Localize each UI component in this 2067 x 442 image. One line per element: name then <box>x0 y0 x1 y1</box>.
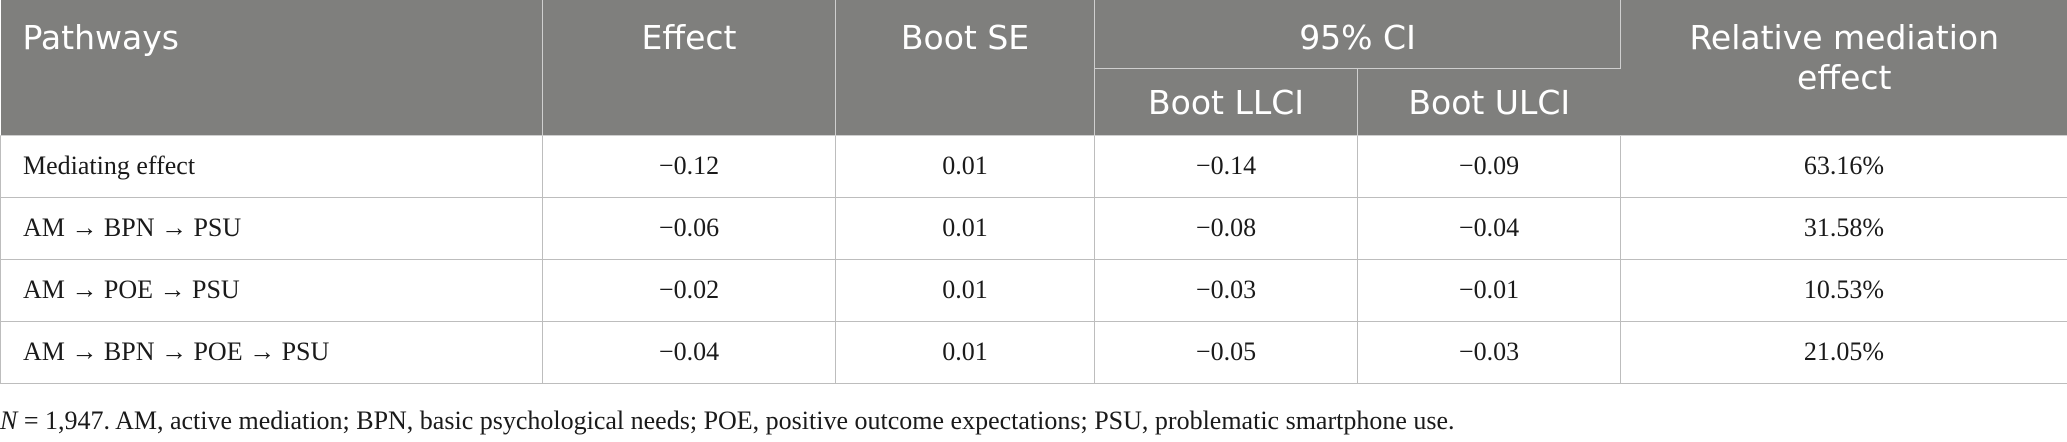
header-boot-ulci: Boot ULCI <box>1357 68 1621 136</box>
mediation-table-container: Pathways Effect Boot SE 95% CI Relative … <box>0 0 2067 384</box>
cell-effect: −0.02 <box>542 259 836 322</box>
cell-llci: −0.05 <box>1094 321 1358 384</box>
header-ci: 95% CI <box>1094 0 1621 69</box>
table-body: Mediating effect −0.12 0.01 −0.14 −0.09 … <box>0 135 2067 384</box>
table-row: AM → BPN → POE → PSU −0.04 0.01 −0.05 −0… <box>0 321 2067 384</box>
header-relative-mediation-effect: Relative mediation effect <box>1620 0 2067 136</box>
cell-pathway: AM → POE → PSU <box>0 259 543 322</box>
cell-pathway: AM → BPN → PSU <box>0 197 543 260</box>
cell-llci: −0.14 <box>1094 135 1358 198</box>
header-effect: Effect <box>542 0 836 136</box>
cell-relative: 21.05% <box>1620 321 2067 384</box>
cell-boot-se: 0.01 <box>835 197 1095 260</box>
cell-relative: 10.53% <box>1620 259 2067 322</box>
header-pathways: Pathways <box>0 0 543 136</box>
cell-effect: −0.12 <box>542 135 836 198</box>
cell-ulci: −0.03 <box>1357 321 1621 384</box>
cell-relative: 63.16% <box>1620 135 2067 198</box>
cell-relative: 31.58% <box>1620 197 2067 260</box>
table-row: AM → POE → PSU −0.02 0.01 −0.03 −0.01 10… <box>0 259 2067 322</box>
header-boot-llci: Boot LLCI <box>1094 68 1358 136</box>
table-footnote: N = 1,947. AM, active mediation; BPN, ba… <box>0 406 1455 436</box>
cell-effect: −0.06 <box>542 197 836 260</box>
mediation-table: Pathways Effect Boot SE 95% CI Relative … <box>0 0 2067 384</box>
table-header: Pathways Effect Boot SE 95% CI Relative … <box>0 0 2067 136</box>
cell-boot-se: 0.01 <box>835 135 1095 198</box>
cell-boot-se: 0.01 <box>835 259 1095 322</box>
cell-ulci: −0.04 <box>1357 197 1621 260</box>
table-row: AM → BPN → PSU −0.06 0.01 −0.08 −0.04 31… <box>0 197 2067 260</box>
cell-boot-se: 0.01 <box>835 321 1095 384</box>
cell-pathway: Mediating effect <box>0 135 543 198</box>
footnote-n-symbol: N <box>0 406 18 435</box>
cell-llci: −0.08 <box>1094 197 1358 260</box>
header-relative-line2: effect <box>1797 58 1892 97</box>
footnote-text: = 1,947. AM, active mediation; BPN, basi… <box>17 406 1455 435</box>
cell-ulci: −0.09 <box>1357 135 1621 198</box>
cell-llci: −0.03 <box>1094 259 1358 322</box>
header-relative-line1: Relative mediation <box>1689 18 2000 57</box>
cell-pathway: AM → BPN → POE → PSU <box>0 321 543 384</box>
table-row: Mediating effect −0.12 0.01 −0.14 −0.09 … <box>0 135 2067 198</box>
header-boot-se: Boot SE <box>835 0 1095 136</box>
cell-ulci: −0.01 <box>1357 259 1621 322</box>
cell-effect: −0.04 <box>542 321 836 384</box>
